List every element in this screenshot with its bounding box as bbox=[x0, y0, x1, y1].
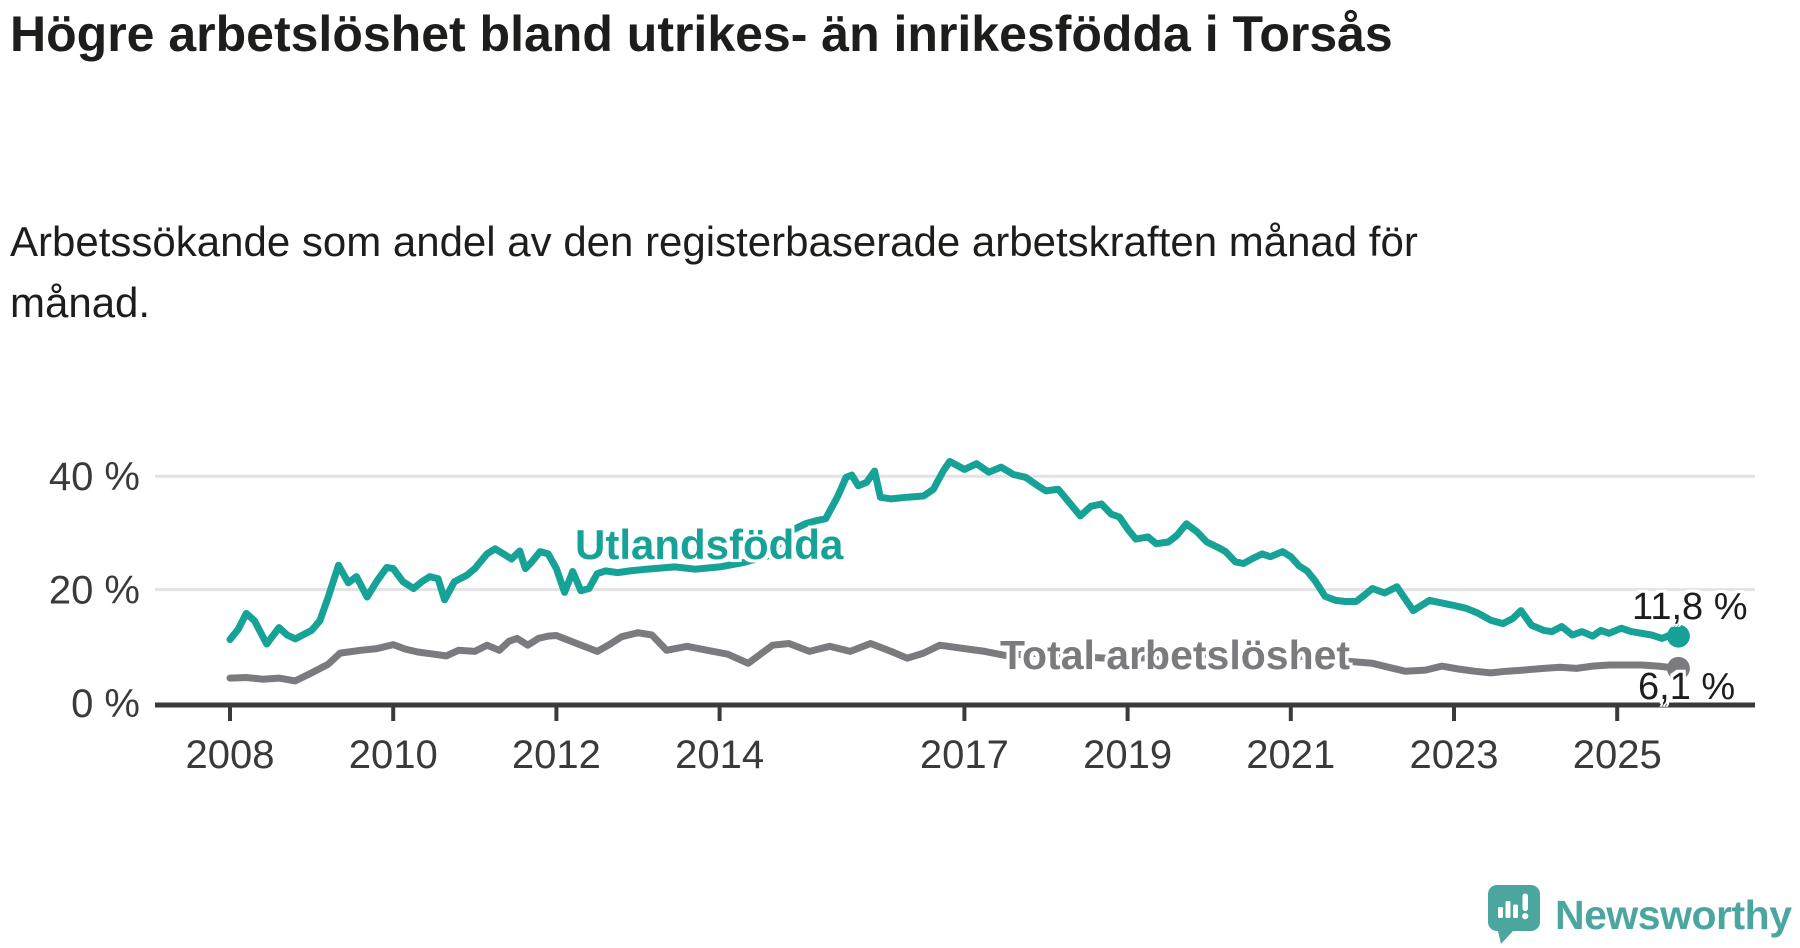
x-tick-label-2014: 2014 bbox=[675, 733, 764, 777]
x-tick-label-2008: 2008 bbox=[186, 733, 275, 777]
newsworthy-brand: Newsworthy bbox=[1487, 884, 1792, 946]
chart-title: Högre arbetslöshet bland utrikes- än inr… bbox=[10, 6, 1393, 62]
x-tick-label-2025: 2025 bbox=[1573, 733, 1662, 777]
series-label-total-arbetsloshet: Total arbetslöshet bbox=[1000, 632, 1351, 678]
newsworthy-logo-text: Newsworthy bbox=[1555, 891, 1792, 938]
series-line-0 bbox=[226, 458, 1682, 648]
newsworthy-logo-icon bbox=[1487, 884, 1541, 946]
x-tick-label-2019: 2019 bbox=[1083, 733, 1172, 777]
x-tick-label-2021: 2021 bbox=[1246, 733, 1335, 777]
series-end-dot-1 bbox=[1666, 656, 1690, 680]
series-label-utlandsfodda: Utlandsfödda bbox=[575, 521, 844, 568]
series-line-1 bbox=[226, 629, 1682, 685]
y-tick-label-40: 40 % bbox=[49, 455, 140, 499]
end-value-label-utlandsfodda: 11,8 % bbox=[1632, 586, 1748, 628]
x-tick-label-2012: 2012 bbox=[512, 733, 601, 777]
chart-subtitle: Arbetssökande som andel av den registerb… bbox=[10, 218, 1418, 326]
series-end-dot-0 bbox=[1666, 624, 1690, 648]
x-tick-label-2023: 2023 bbox=[1410, 733, 1499, 777]
y-tick-label-20: 20 % bbox=[49, 569, 140, 613]
x-tick-label-2010: 2010 bbox=[349, 733, 438, 777]
y-tick-label-0: 0 % bbox=[71, 682, 140, 726]
x-tick-label-2017: 2017 bbox=[920, 733, 1009, 777]
end-value-label-total: 6,1 % bbox=[1638, 666, 1736, 708]
